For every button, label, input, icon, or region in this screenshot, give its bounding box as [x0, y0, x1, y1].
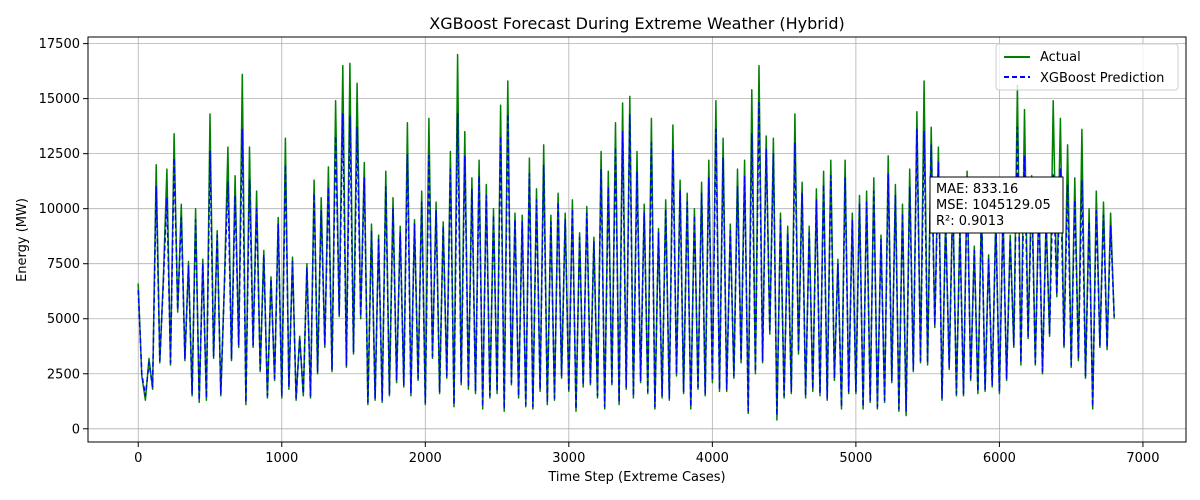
metric-mse: MSE: 1045129.05 [936, 198, 1051, 213]
y-tick-label: 7500 [47, 257, 80, 272]
legend: Actual XGBoost Prediction [995, 43, 1179, 91]
legend-label-actual: Actual [1040, 50, 1081, 65]
y-tick-label: 10000 [39, 202, 80, 217]
x-tick-label: 6000 [983, 451, 1016, 466]
plot-area [87, 36, 1187, 443]
y-tick-label: 5000 [47, 312, 80, 327]
x-tick-label: 3000 [552, 451, 585, 466]
plot-frame [88, 37, 1186, 442]
x-tick-label: 5000 [839, 451, 872, 466]
x-tick-label: 2000 [409, 451, 442, 466]
y-tick-label: 17500 [39, 37, 80, 52]
metrics-annotation: MAE: 833.16 MSE: 1045129.05 R²: 0.9013 [929, 176, 1064, 234]
metrics-box [929, 176, 1064, 234]
x-axis: 0 1000 2000 3000 4000 5000 6000 7000 [134, 442, 1159, 466]
x-axis-label: Time Step (Extreme Cases) [547, 470, 725, 485]
y-tick-label: 2500 [47, 367, 80, 382]
y-tick-label: 12500 [39, 147, 80, 162]
y-axis-label: Energy (MW) [15, 198, 30, 282]
plot-border [87, 36, 1187, 443]
metric-r2: R²: 0.9013 [936, 214, 1004, 229]
legend-box [995, 43, 1179, 91]
series-line-prediction [137, 102, 1115, 417]
metric-mae: MAE: 833.16 [936, 182, 1018, 197]
y-axis: 0 2500 5000 7500 10000 12500 15000 17500 [39, 37, 88, 437]
x-tick-label: 0 [134, 451, 142, 466]
x-tick-label: 1000 [265, 451, 298, 466]
legend-label-prediction: XGBoost Prediction [1040, 71, 1164, 86]
y-tick-label: 0 [72, 422, 80, 437]
x-tick-label: 4000 [696, 451, 729, 466]
chart-title: XGBoost Forecast During Extreme Weather … [429, 14, 844, 33]
x-tick-label: 7000 [1126, 451, 1159, 466]
series-lines [137, 53, 1115, 421]
y-tick-label: 15000 [39, 92, 80, 107]
